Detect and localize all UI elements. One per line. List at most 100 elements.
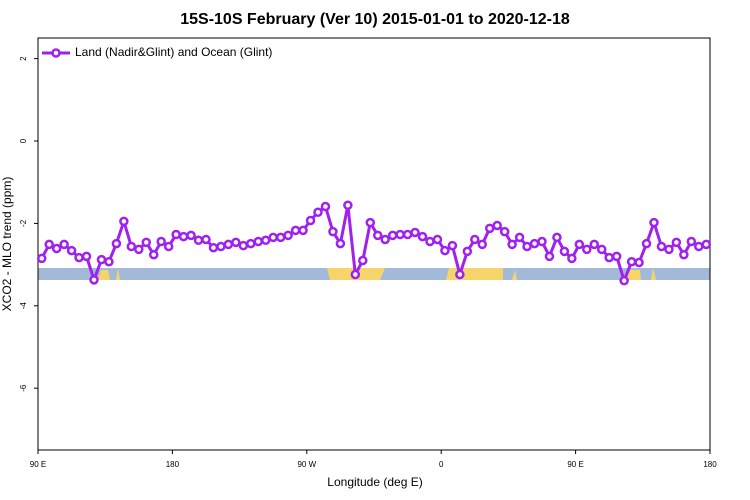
point — [559, 246, 570, 257]
y-tick-label: -6 — [19, 384, 28, 392]
point — [589, 239, 600, 250]
point — [462, 246, 473, 257]
plot-frame — [37, 37, 711, 451]
point — [89, 275, 99, 285]
point — [626, 256, 637, 267]
point — [163, 241, 174, 252]
point — [574, 239, 585, 250]
point — [499, 226, 510, 237]
point — [372, 230, 383, 241]
point — [507, 239, 517, 250]
y-tick-label: 2 — [19, 56, 28, 61]
point — [552, 232, 562, 243]
point — [380, 234, 390, 245]
point — [671, 237, 682, 248]
land-patch — [446, 268, 503, 280]
point — [649, 217, 659, 228]
point — [59, 239, 69, 250]
point — [201, 234, 211, 245]
point — [492, 220, 502, 231]
point — [432, 234, 443, 245]
x-tick-label: 180 — [166, 460, 180, 469]
point — [171, 229, 181, 240]
point — [328, 226, 338, 237]
point — [283, 230, 293, 241]
land-patch — [651, 268, 656, 280]
point — [529, 238, 540, 249]
chart-title: 15S-10S February (Ver 10) 2015-01-01 to … — [180, 11, 570, 28]
point — [358, 255, 368, 266]
point — [425, 236, 435, 247]
point — [694, 241, 704, 252]
point — [567, 253, 577, 264]
point — [313, 207, 323, 218]
point — [238, 240, 249, 251]
point — [619, 275, 629, 286]
point — [290, 225, 301, 236]
point — [298, 225, 308, 236]
point — [141, 237, 152, 248]
point — [522, 241, 532, 252]
y-tick-label: 0 — [19, 138, 28, 143]
point — [679, 249, 689, 260]
point — [447, 240, 458, 251]
point — [440, 245, 450, 256]
point — [455, 269, 465, 280]
point — [186, 230, 196, 241]
legend-marker — [51, 48, 61, 58]
x-tick-label: 90 E — [567, 460, 583, 469]
x-tick-label: 180 — [703, 460, 717, 469]
point — [477, 239, 488, 250]
point — [134, 244, 144, 255]
point — [81, 251, 92, 262]
point — [148, 249, 159, 260]
point — [417, 231, 428, 242]
point — [365, 217, 376, 228]
land-patch — [512, 270, 517, 280]
point — [66, 245, 77, 256]
y-tick-label: -4 — [19, 302, 28, 310]
point — [410, 227, 420, 238]
point — [44, 239, 54, 250]
point — [514, 232, 525, 243]
point — [470, 234, 480, 245]
point — [96, 254, 107, 265]
point — [268, 232, 278, 243]
point — [582, 244, 592, 255]
point — [223, 239, 234, 250]
legend-label: Land (Nadir&Glint) and Ocean (Glint) — [75, 45, 272, 59]
point — [36, 253, 47, 264]
point — [111, 238, 122, 249]
point — [604, 252, 614, 263]
x-tick-label: 90 E — [30, 460, 46, 469]
point — [350, 269, 361, 280]
point — [641, 238, 652, 249]
x-tick-label: 0 — [439, 460, 444, 469]
x-axis-label: Longitude (deg E) — [327, 475, 422, 489]
x-tick-label: 90 W — [297, 460, 316, 469]
point — [537, 236, 547, 247]
point — [320, 201, 331, 212]
point — [596, 244, 607, 255]
point — [231, 237, 241, 248]
point — [402, 229, 413, 240]
point — [335, 238, 346, 249]
point — [119, 216, 129, 227]
point — [634, 257, 644, 268]
point — [156, 236, 166, 247]
point — [656, 241, 667, 252]
land-mask — [38, 268, 710, 280]
point — [664, 244, 674, 255]
land-patch — [98, 270, 110, 280]
y-axis-label: XCO2 - MLO trend (ppm) — [0, 177, 14, 312]
point — [686, 236, 697, 247]
point — [701, 239, 712, 250]
point — [193, 235, 204, 246]
point — [126, 241, 137, 252]
point — [275, 232, 286, 243]
point — [208, 242, 219, 253]
point — [395, 229, 405, 240]
point — [104, 256, 114, 267]
point — [51, 243, 62, 254]
